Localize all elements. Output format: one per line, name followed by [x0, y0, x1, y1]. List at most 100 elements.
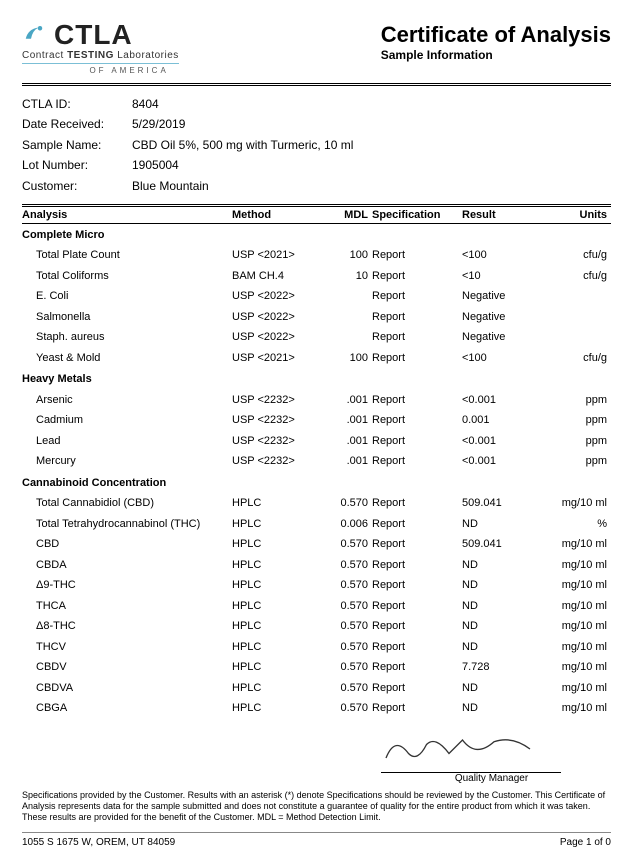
cell-analysis: Total Coliforms	[22, 266, 232, 287]
logo-sub-b: TESTING	[67, 50, 114, 61]
table-row: E. ColiUSP <2022>ReportNegative	[22, 286, 611, 307]
table-row: Δ8-THCHPLC0.570ReportNDmg/10 ml	[22, 616, 611, 637]
signature-block: Quality Manager	[22, 731, 611, 784]
cell-analysis: Arsenic	[22, 390, 232, 411]
cell-result: ND	[462, 616, 542, 637]
cell-result: Negative	[462, 307, 542, 328]
cell-spec: Report	[372, 451, 462, 472]
page-title: Certificate of Analysis	[381, 22, 611, 48]
cell-analysis: Total Tetrahydrocannabinol (THC)	[22, 514, 232, 535]
cell-analysis: THCV	[22, 637, 232, 658]
cell-method: HPLC	[232, 493, 322, 514]
cell-spec: Report	[372, 431, 462, 452]
table-row: Total Plate CountUSP <2021>100Report<100…	[22, 245, 611, 266]
cell-spec: Report	[372, 327, 462, 348]
cell-mdl: 100	[322, 245, 372, 266]
cell-result: <100	[462, 348, 542, 369]
cell-units: cfu/g	[542, 266, 611, 287]
cell-spec: Report	[372, 390, 462, 411]
cell-method: USP <2021>	[232, 348, 322, 369]
th-units: Units	[542, 205, 611, 223]
cell-mdl: 100	[322, 348, 372, 369]
swoosh-icon	[22, 20, 52, 50]
cell-units: ppm	[542, 410, 611, 431]
cell-spec: Report	[372, 348, 462, 369]
cell-units: mg/10 ml	[542, 596, 611, 617]
cell-analysis: Total Plate Count	[22, 245, 232, 266]
logo-sub-a: Contract	[22, 50, 67, 61]
signature-label: Quality Manager	[322, 773, 611, 784]
cell-mdl: .001	[322, 390, 372, 411]
cell-method: HPLC	[232, 657, 322, 678]
info-row-sample: Sample Name: CBD Oil 5%, 500 mg with Tur…	[22, 135, 611, 155]
table-header-row: Analysis Method MDL Specification Result…	[22, 205, 611, 223]
cell-mdl: 0.570	[322, 678, 372, 699]
cell-method: HPLC	[232, 534, 322, 555]
th-analysis: Analysis	[22, 205, 232, 223]
table-row: CBDVAHPLC0.570ReportNDmg/10 ml	[22, 678, 611, 699]
cell-units: mg/10 ml	[542, 657, 611, 678]
cell-spec: Report	[372, 266, 462, 287]
cell-mdl: 0.570	[322, 575, 372, 596]
cell-units: cfu/g	[542, 348, 611, 369]
table-row: Total ColiformsBAM CH.410Report<10cfu/g	[22, 266, 611, 287]
cell-mdl	[322, 307, 372, 328]
table-row: CBDVHPLC0.570Report7.728mg/10 ml	[22, 657, 611, 678]
cell-result: <0.001	[462, 451, 542, 472]
section-header-row: Complete Micro	[22, 223, 611, 245]
customer-label: Customer:	[22, 176, 132, 196]
table-row: CBDHPLC0.570Report509.041mg/10 ml	[22, 534, 611, 555]
cell-mdl	[322, 327, 372, 348]
cell-method: USP <2232>	[232, 431, 322, 452]
sample-name-value: CBD Oil 5%, 500 mg with Turmeric, 10 ml	[132, 135, 353, 155]
cell-spec: Report	[372, 678, 462, 699]
cell-mdl: 0.570	[322, 534, 372, 555]
section-name: Heavy Metals	[22, 368, 611, 390]
cell-analysis: Yeast & Mold	[22, 348, 232, 369]
cell-units: mg/10 ml	[542, 493, 611, 514]
cell-method: USP <2022>	[232, 327, 322, 348]
section-header-row: Cannabinoid Concentration	[22, 472, 611, 494]
cell-units	[542, 327, 611, 348]
cell-mdl: 10	[322, 266, 372, 287]
logo-subtitle-2: OF AMERICA	[22, 66, 179, 75]
cell-result: ND	[462, 637, 542, 658]
ctla-id-label: CTLA ID:	[22, 94, 132, 114]
section-header-row: Heavy Metals	[22, 368, 611, 390]
cell-method: HPLC	[232, 678, 322, 699]
signature-icon	[377, 731, 557, 767]
cell-method: HPLC	[232, 555, 322, 576]
page-subtitle: Sample Information	[381, 48, 611, 62]
cell-analysis: CBDV	[22, 657, 232, 678]
footer-address: 1055 S 1675 W, OREM, UT 84059	[22, 837, 175, 848]
table-row: CBGAHPLC0.570ReportNDmg/10 ml	[22, 698, 611, 719]
logo-sub-c: Laboratories	[114, 50, 179, 61]
cell-units: mg/10 ml	[542, 698, 611, 719]
cell-spec: Report	[372, 245, 462, 266]
cell-spec: Report	[372, 493, 462, 514]
disclaimer-text: Specifications provided by the Customer.…	[22, 790, 611, 822]
cell-method: HPLC	[232, 637, 322, 658]
cell-mdl: .001	[322, 451, 372, 472]
cell-method: HPLC	[232, 596, 322, 617]
cell-units: mg/10 ml	[542, 555, 611, 576]
info-row-date: Date Received: 5/29/2019	[22, 114, 611, 134]
cell-result: ND	[462, 678, 542, 699]
table-row: Staph. aureusUSP <2022>ReportNegative	[22, 327, 611, 348]
th-result: Result	[462, 205, 542, 223]
cell-analysis: THCA	[22, 596, 232, 617]
cell-mdl: 0.570	[322, 555, 372, 576]
cell-result: ND	[462, 555, 542, 576]
cell-method: USP <2232>	[232, 451, 322, 472]
cell-result: ND	[462, 698, 542, 719]
th-spec: Specification	[372, 205, 462, 223]
cell-method: HPLC	[232, 698, 322, 719]
info-row-customer: Customer: Blue Mountain	[22, 176, 611, 196]
table-row: CadmiumUSP <2232>.001Report0.001ppm	[22, 410, 611, 431]
cell-spec: Report	[372, 698, 462, 719]
cell-method: HPLC	[232, 514, 322, 535]
cell-method: BAM CH.4	[232, 266, 322, 287]
table-row: Total Cannabidiol (CBD)HPLC0.570Report50…	[22, 493, 611, 514]
footer-page: Page 1 of 0	[560, 837, 611, 848]
cell-mdl: 0.570	[322, 493, 372, 514]
